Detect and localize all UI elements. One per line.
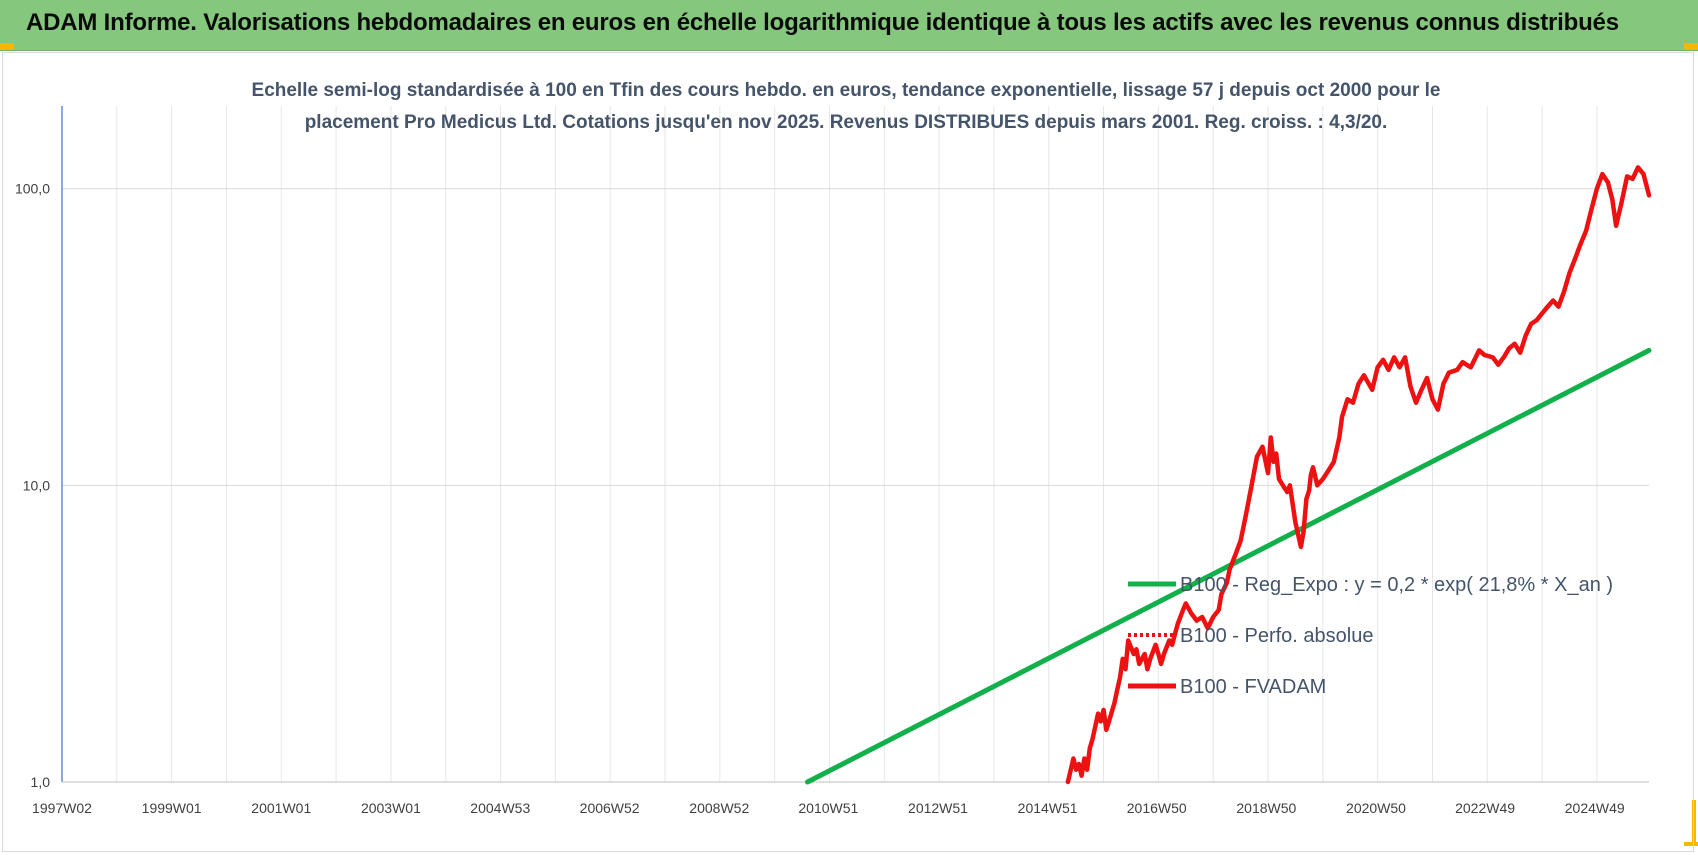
chart-frame — [2, 52, 1694, 852]
x-tick-label: 2014W51 — [1018, 800, 1078, 816]
legend-label-perfo-absolue: B100 - Perfo. absolue — [1180, 625, 1373, 647]
corner-marker-bottom-right — [1692, 800, 1696, 845]
x-tick-label: 2020W50 — [1346, 800, 1406, 816]
x-tick-label: 2012W51 — [908, 800, 968, 816]
corner-marker-bottom-right-base — [1684, 842, 1698, 846]
y-tick-label: 1,0 — [31, 774, 51, 790]
legend: B100 - Reg_Expo : y = 0,2 * exp( 21,8% *… — [1128, 574, 1613, 698]
tick-labels: 1,0 10,0 100,0 1997W02 1999W01 2001W01 2003W01… — [15, 181, 1625, 816]
x-tick-label: 2004W53 — [470, 800, 530, 816]
chart-title: Echelle semi-log standardisée à 100 en T… — [252, 80, 1441, 133]
x-tick-label: 2006W52 — [580, 800, 640, 816]
y-tick-label: 10,0 — [23, 477, 50, 493]
corner-marker-top-right — [1684, 43, 1698, 50]
header-banner: ADAM Informe. Valorisations hebdomadaire… — [0, 0, 1698, 51]
legend-label-fvadam: B100 - FVADAM — [1180, 676, 1326, 698]
x-tick-label: 2016W50 — [1127, 800, 1187, 816]
x-tick-label: 2022W49 — [1455, 800, 1515, 816]
chart-title-line-2: placement Pro Medicus Ltd. Cotations jus… — [305, 112, 1388, 133]
x-tick-label: 2018W50 — [1236, 800, 1296, 816]
series-line-reg-expo — [805, 347, 1652, 785]
chart-title-line-1: Echelle semi-log standardisée à 100 en T… — [252, 80, 1441, 101]
x-tick-label: 1999W01 — [142, 800, 202, 816]
series — [805, 165, 1652, 785]
series-line-fvadam — [1065, 165, 1652, 785]
corner-marker-top-left — [0, 43, 14, 50]
x-tick-label: 2024W49 — [1565, 800, 1625, 816]
y-tick-label: 100,0 — [15, 181, 50, 197]
x-tick-label: 2001W01 — [251, 800, 311, 816]
x-tick-label: 2010W51 — [798, 800, 858, 816]
grid — [62, 106, 1649, 783]
x-tick-label: 1997W02 — [32, 800, 92, 816]
x-tick-label: 2003W01 — [361, 800, 421, 816]
legend-label-reg-expo: B100 - Reg_Expo : y = 0,2 * exp( 21,8% *… — [1180, 574, 1613, 596]
page-title: ADAM Informe. Valorisations hebdomadaire… — [26, 9, 1619, 36]
x-tick-label: 2008W52 — [689, 800, 749, 816]
axes — [61, 106, 1649, 783]
